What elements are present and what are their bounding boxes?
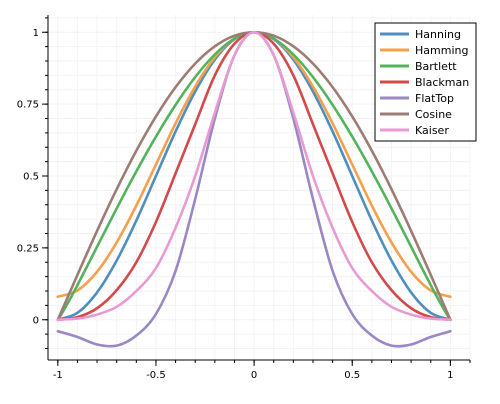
legend-label-kaiser: Kaiser [415,124,449,137]
x-tick-label: 0 [251,370,257,381]
legend-label-cosine: Cosine [415,108,452,121]
series-line-kaiser [56,30,452,322]
series-lines [56,30,452,348]
legend: Hanning Hamming Bartlett Blackman FlatTop Cos… [374,22,477,142]
legend-label-hanning: Hanning [415,28,461,41]
legend-label-blackman: Blackman [415,76,469,89]
y-tick-label: 0.75 [17,100,39,111]
x-tick-label: 1 [447,370,453,381]
x-tick-label: -0.5 [146,370,166,381]
y-tick-label: 0.25 [17,243,39,254]
y-tick-label: 1 [33,28,39,39]
legend-label-hamming: Hamming [415,44,468,57]
y-tick-label: 0 [33,315,39,326]
x-tick-label: 0.5 [344,370,360,381]
y-tick-label: 0.5 [23,172,39,183]
x-tick-label: -1 [53,370,63,381]
axes: -1 -0.5 0 0.5 1 0 0.25 0.5 0.75 1 [17,15,471,381]
legend-label-bartlett: Bartlett [415,60,457,73]
legend-label-flattop: FlatTop [415,92,454,105]
